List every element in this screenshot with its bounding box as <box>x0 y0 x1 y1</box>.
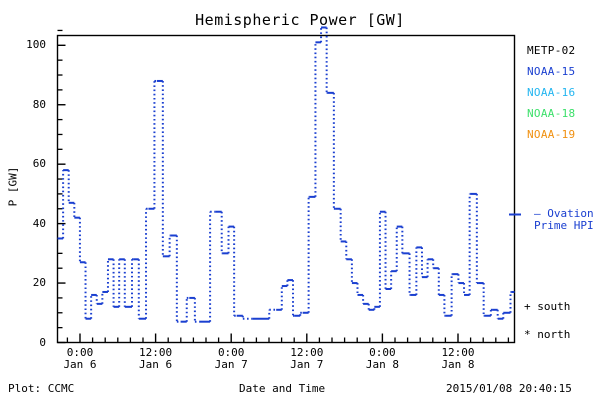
x-tick-time: 0:00 <box>66 346 94 359</box>
legend-ovation: — Ovation Prime HPI <box>534 208 594 232</box>
legend-item-noaa-16[interactable]: NOAA-16 <box>527 86 576 99</box>
footer-center-xlabel: Date and Time <box>239 382 326 395</box>
x-tick-time: 0:00 <box>217 346 245 359</box>
marker-text-south: south <box>537 300 571 313</box>
x-tick-time: 12:00 <box>441 346 475 359</box>
y-tick-label: 40 <box>32 216 46 230</box>
x-tick-date: Jan 7 <box>214 358 248 371</box>
x-tick-label: 0:00 Jan 8 <box>347 347 417 371</box>
x-tick-time: 0:00 <box>369 346 396 359</box>
y-tick-label: 100 <box>26 38 46 52</box>
chart-title: Hemispheric Power [GW] <box>195 11 405 29</box>
x-tick-label: 12:00 Jan 6 <box>121 347 191 371</box>
x-tick-date: Jan 7 <box>290 358 324 371</box>
y-tick-label: 0 <box>39 335 46 349</box>
x-tick-date: Jan 6 <box>139 358 173 371</box>
x-tick-label: 0:00 Jan 7 <box>196 347 266 371</box>
plot-frame <box>56 34 516 344</box>
x-tick-date: Jan 8 <box>365 358 399 371</box>
legend-item-noaa-19[interactable]: NOAA-19 <box>527 128 576 141</box>
legend-ovation-line2: Prime HPI <box>534 219 594 232</box>
data-series-group <box>57 26 515 323</box>
x-tick-date: Jan 6 <box>63 358 97 371</box>
x-tick-label: 12:00 Jan 8 <box>423 347 493 371</box>
x-tick-label: 12:00 Jan 7 <box>272 347 342 371</box>
footer-left: Plot: CCMC <box>8 382 75 395</box>
x-tick-time: 12:00 <box>139 346 173 359</box>
legend-item-noaa-18[interactable]: NOAA-18 <box>527 107 576 120</box>
x-axis-ticks <box>66 333 510 343</box>
legend-ovation-line1: — Ovation <box>534 207 594 220</box>
legend-item-metp-02[interactable]: METP-02 <box>527 44 576 57</box>
y-tick-label: 60 <box>32 157 46 171</box>
marker-text-north: north <box>537 328 571 341</box>
legend-marker-south: + south <box>524 300 570 313</box>
y-axis-ticks <box>57 29 66 344</box>
legend-marker-north: * north <box>524 328 570 341</box>
marker-symbol-north: * <box>524 328 538 341</box>
x-tick-date: Jan 8 <box>441 358 475 371</box>
y-tick-label: 20 <box>32 276 46 290</box>
legend-item-noaa-15[interactable]: NOAA-15 <box>527 65 576 78</box>
x-tick-label: 0:00 Jan 6 <box>45 347 115 371</box>
footer-right-timestamp: 2015/01/08 20:40:15 <box>446 382 572 395</box>
marker-symbol-south: + <box>524 300 538 313</box>
y-tick-label: 80 <box>32 97 46 111</box>
x-tick-time: 12:00 <box>290 346 324 359</box>
